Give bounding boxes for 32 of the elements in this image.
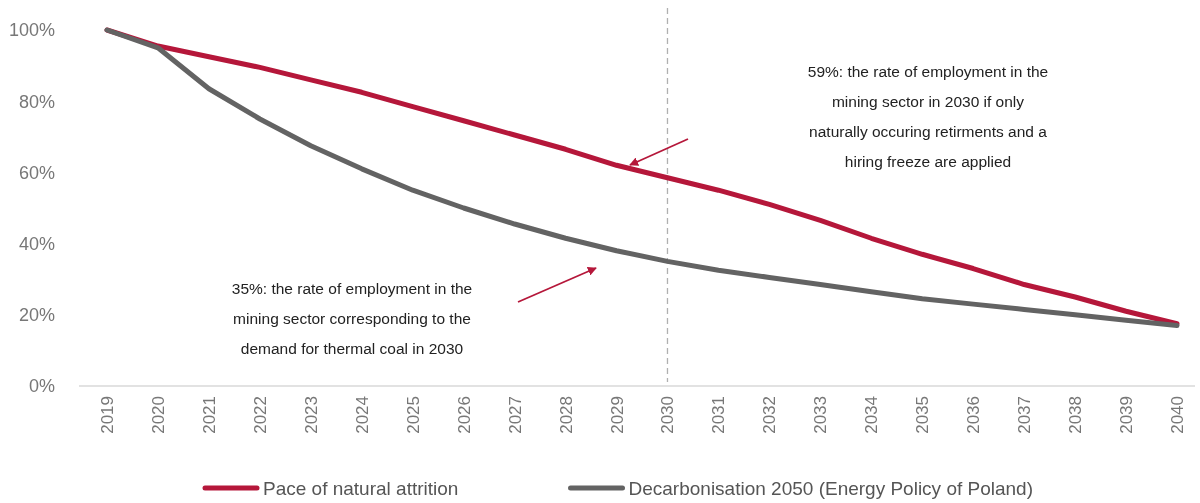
x-tick-label: 2030 <box>658 396 678 434</box>
y-tick-label: 40% <box>18 233 55 254</box>
x-tick-label: 2031 <box>709 396 729 434</box>
legend-label: Pace of natural attrition <box>263 477 459 499</box>
x-tick-label: 2023 <box>301 396 321 434</box>
x-tick-label: 2027 <box>505 396 525 434</box>
x-tick-label: 2019 <box>98 396 117 434</box>
x-tick-label: 2028 <box>556 396 576 434</box>
x-tick-label: 2021 <box>199 396 219 434</box>
x-tick-label: 2037 <box>1015 396 1035 434</box>
x-tick-label: 2033 <box>811 396 831 434</box>
y-tick-label: 60% <box>18 162 55 183</box>
annotation: 35%: the rate of employment in the mining sector corresponding to the demand for thermal coal in 2030 <box>231 280 473 357</box>
x-tick-label: 2034 <box>862 396 882 434</box>
x-tick-label: 2035 <box>913 396 933 434</box>
legend-label: Decarbonisation 2050 (Energy Policy of Poland) <box>628 477 1034 499</box>
x-tick-label: 2020 <box>148 396 168 434</box>
y-tick-label: 100% <box>8 20 55 41</box>
x-tick-label: 2022 <box>250 396 270 434</box>
y-tick-label: 20% <box>18 305 55 326</box>
x-tick-label: 2032 <box>760 396 780 434</box>
annotation: 59%: the rate of employment in the mining sector in 2030 if only naturally occuring retirments and a hiring freeze are applied <box>807 63 1049 170</box>
x-tick-label: 2039 <box>1117 396 1137 434</box>
x-tick-label: 2029 <box>607 396 627 434</box>
y-tick-label: 0% <box>28 376 55 397</box>
x-tick-label: 2036 <box>964 396 984 434</box>
y-tick-label: 80% <box>18 91 55 112</box>
x-tick-label: 2026 <box>454 396 474 434</box>
x-tick-label: 2040 <box>1168 396 1187 434</box>
x-tick-label: 2038 <box>1066 396 1086 434</box>
x-tick-label: 2025 <box>403 396 423 434</box>
x-tick-label: 2024 <box>352 396 372 434</box>
